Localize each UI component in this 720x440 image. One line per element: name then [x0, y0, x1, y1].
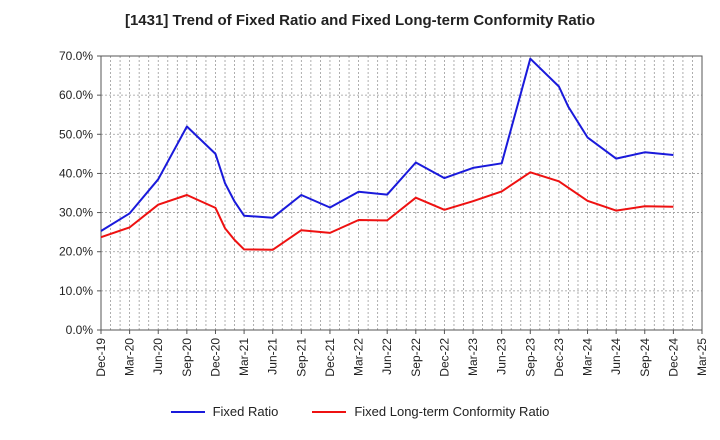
series-line-fixed-ratio [100, 57, 674, 232]
x-tick-label: Mar-23 [466, 338, 480, 376]
legend-swatch-fixed-ratio [170, 410, 205, 413]
x-tick-label: Dec-19 [94, 338, 108, 377]
y-tick-label: 70.0% [59, 49, 93, 63]
series-layer [100, 57, 674, 251]
x-tick-label: Sep-21 [294, 338, 308, 377]
chart-title: [1431] Trend of Fixed Ratio and Fixed Lo… [124, 12, 596, 29]
y-tick-label: 20.0% [59, 245, 93, 259]
y-tick-label: 0.0% [66, 323, 94, 337]
x-tick-label: Sep-24 [638, 338, 652, 377]
x-tick-label: Mar-24 [581, 338, 595, 376]
x-tick-label: Jun-22 [380, 338, 394, 375]
plot-frame [100, 55, 703, 331]
legend-item-fixed-ratio: Fixed Ratio [170, 404, 279, 419]
legend-swatch-conformity-ratio [312, 410, 347, 413]
x-tick-label: Dec-21 [323, 338, 337, 377]
x-tick-label: Jun-23 [495, 338, 509, 375]
axis-layer: 0.0% 10.0% 20.0% 30.0% 40.0% 50.0% 60.0% 70.0% D… [59, 49, 709, 377]
legend: Fixed Ratio Fixed Long-term Conformity R… [0, 404, 720, 419]
x-tick-label: Mar-21 [237, 338, 251, 376]
x-tick-label: Mar-25 [695, 338, 709, 376]
y-tick-label: 50.0% [59, 127, 93, 141]
legend-label-conformity-ratio: Fixed Long-term Conformity Ratio [354, 404, 550, 419]
x-tick-label: Sep-22 [409, 338, 423, 377]
grid-layer [101, 56, 702, 330]
x-tick-label: Sep-20 [180, 338, 194, 377]
legend-item-conformity-ratio: Fixed Long-term Conformity Ratio [312, 404, 549, 419]
x-tick-label: Dec-24 [666, 338, 680, 377]
y-tick-label: 60.0% [59, 88, 93, 102]
legend-label-fixed-ratio: Fixed Ratio [212, 404, 279, 419]
x-tick-label: Jun-24 [609, 338, 623, 375]
x-tick-label: Sep-23 [523, 338, 537, 377]
x-tick-label: Mar-22 [352, 338, 366, 376]
x-tick-label: Mar-20 [123, 338, 137, 376]
y-tick-label: 10.0% [59, 284, 93, 298]
y-tick-label: 30.0% [59, 206, 93, 220]
x-tick-label: Dec-22 [437, 338, 451, 377]
x-tick-label: Jun-20 [151, 338, 165, 375]
x-tick-label: Dec-23 [552, 338, 566, 377]
x-tick-label: Jun-21 [266, 338, 280, 375]
x-tick-label: Dec-20 [208, 338, 222, 377]
y-tick-label: 40.0% [59, 166, 93, 180]
series-line-conformity-ratio [100, 171, 674, 251]
